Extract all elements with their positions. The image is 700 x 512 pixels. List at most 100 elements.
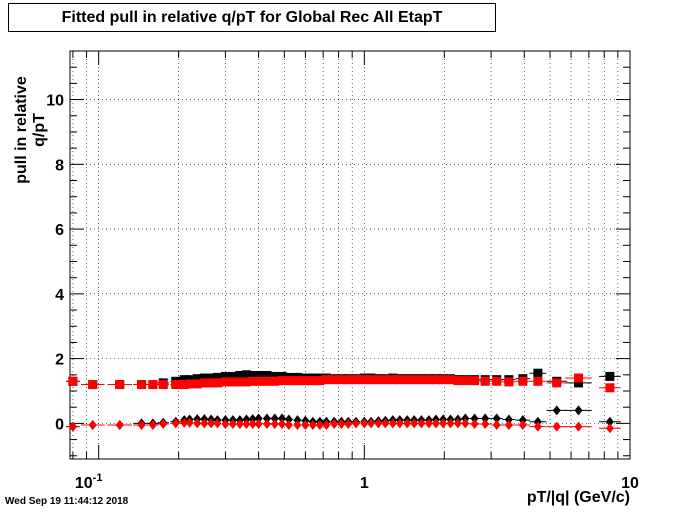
data-point: [402, 375, 412, 385]
data-point: [605, 423, 614, 434]
data-point: [235, 377, 245, 387]
data-point: [351, 375, 361, 385]
data-point: [185, 379, 195, 389]
data-point: [574, 405, 583, 416]
data-point: [235, 370, 245, 380]
data-point: [315, 420, 324, 430]
data-point: [199, 373, 209, 383]
data-point: [518, 420, 527, 430]
data-point: [308, 420, 317, 430]
data-point: [367, 418, 376, 429]
data-point: [431, 375, 441, 385]
data-point: [270, 419, 279, 430]
data-point: [481, 413, 490, 424]
data-point: [321, 375, 331, 385]
data-point: [381, 418, 390, 429]
data-point: [270, 371, 280, 381]
data-point: [344, 419, 353, 430]
data-point: [504, 420, 513, 430]
data-point: [206, 373, 216, 383]
data-point: [88, 420, 97, 430]
data-point: [254, 376, 264, 386]
data-point: [481, 419, 490, 430]
data-point: [284, 376, 294, 386]
data-point: [180, 417, 189, 428]
data-point: [115, 380, 125, 390]
data-point: [380, 375, 390, 385]
data-point: [293, 420, 302, 430]
data-point: [68, 376, 78, 386]
data-point: [343, 375, 353, 385]
y-tick-label: 10: [46, 93, 64, 110]
data-point: [504, 414, 513, 425]
data-point: [137, 420, 146, 430]
data-point: [552, 405, 561, 416]
data-point: [605, 371, 615, 381]
data-point: [504, 377, 514, 387]
data-point: [115, 420, 124, 430]
data-point: [308, 376, 318, 386]
data-point: [470, 413, 479, 424]
data-point: [410, 418, 419, 429]
data-point: [262, 370, 272, 380]
data-point: [284, 420, 293, 430]
data-point: [171, 380, 181, 390]
data-point: [322, 420, 331, 430]
data-point: [470, 419, 479, 430]
title-box: Fitted pull in relative q/pT for Global …: [8, 3, 496, 32]
data-point: [192, 374, 202, 384]
data-point: [171, 418, 180, 429]
data-point: [359, 375, 369, 385]
data-point: [300, 376, 310, 386]
data-point: [212, 372, 222, 382]
data-point: [336, 375, 346, 385]
data-point: [492, 420, 501, 430]
data-point: [68, 421, 77, 432]
data-point: [395, 375, 405, 385]
data-point: [278, 413, 287, 424]
data-point: [315, 376, 325, 386]
data-point: [395, 418, 404, 429]
x-tick-label: 10: [621, 475, 639, 492]
data-point: [185, 417, 194, 428]
data-point: [254, 370, 264, 380]
data-point: [148, 380, 158, 390]
data-point: [574, 378, 584, 388]
data-point: [417, 418, 426, 429]
data-markers: [65, 368, 621, 434]
data-point: [492, 413, 501, 424]
data-point: [248, 419, 257, 430]
data-point: [212, 378, 222, 388]
data-point: [552, 378, 562, 388]
data-point: [416, 375, 426, 385]
data-point: [446, 418, 455, 429]
data-point: [228, 377, 238, 387]
data-point: [533, 376, 543, 386]
data-point: [431, 418, 440, 429]
data-point: [277, 376, 287, 386]
data-point: [438, 375, 448, 385]
data-point: [533, 368, 543, 378]
data-point: [137, 380, 147, 390]
chart-title: Fitted pull in relative q/pT for Global …: [61, 9, 443, 26]
data-point: [221, 419, 230, 430]
y-tick-label: 4: [55, 287, 64, 304]
data-point: [262, 419, 271, 430]
grid-lines: [70, 51, 630, 459]
data-point: [206, 378, 216, 388]
data-point: [200, 418, 209, 429]
y-axis-label: pull in relative q/pT: [13, 76, 48, 184]
data-point: [574, 421, 583, 432]
data-point: [254, 419, 263, 430]
data-point: [301, 420, 310, 430]
plot-frame: [69, 50, 631, 460]
y-tick-label: 2: [55, 352, 64, 369]
data-point: [605, 383, 615, 393]
data-point: [552, 421, 561, 432]
data-point: [192, 379, 202, 389]
data-point: [193, 418, 202, 429]
data-point: [241, 370, 251, 380]
data-point: [213, 418, 222, 429]
data-point: [284, 414, 293, 425]
